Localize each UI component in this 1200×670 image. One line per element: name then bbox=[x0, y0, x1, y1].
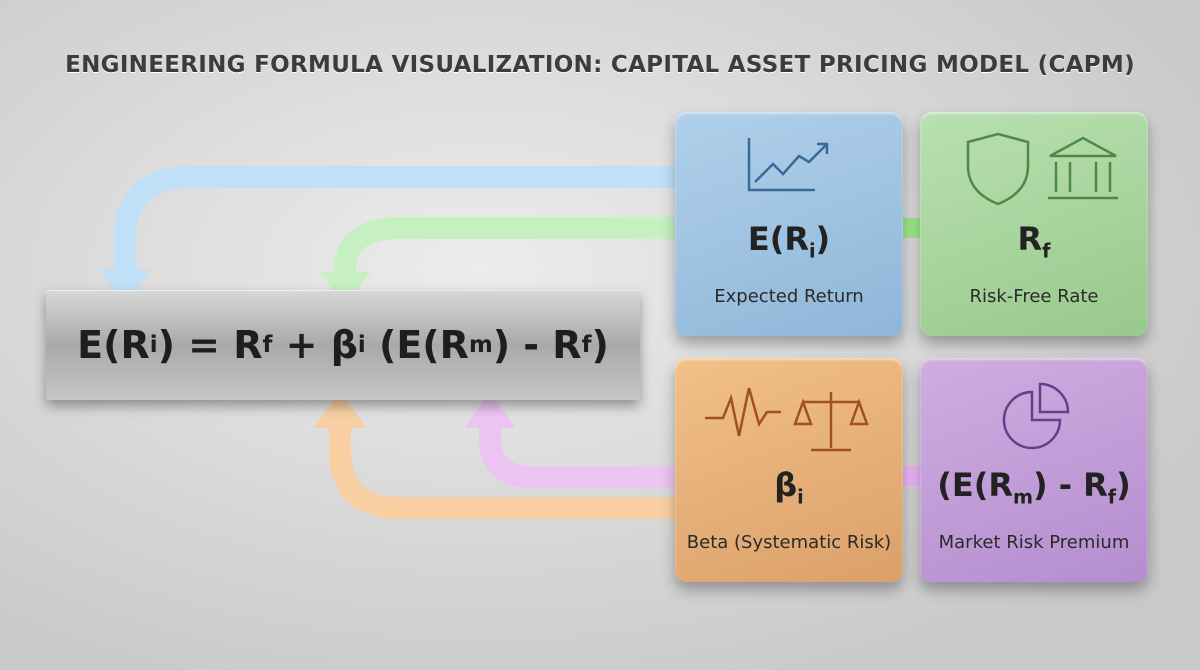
arrow bbox=[114, 166, 691, 286]
symbol: Rf bbox=[920, 220, 1148, 262]
symbol: βi bbox=[675, 466, 903, 508]
connector bbox=[900, 466, 924, 486]
subscript: f bbox=[262, 332, 273, 358]
subscript: f bbox=[1042, 239, 1051, 263]
icon bbox=[1002, 382, 1070, 450]
tile: (E(Rm) - Rf) Market Risk Premium bbox=[920, 358, 1148, 582]
subscript: i bbox=[808, 239, 816, 263]
text: E(R bbox=[747, 220, 809, 258]
text: ) - R bbox=[492, 323, 582, 367]
text: E(R bbox=[77, 323, 150, 367]
icon bbox=[705, 387, 869, 452]
text: ) bbox=[591, 323, 609, 367]
text: ) bbox=[1116, 466, 1131, 504]
title: ENGINEERING FORMULA VISUALIZATION: CAPIT… bbox=[65, 52, 1135, 78]
symbol: E(Ri) bbox=[675, 220, 903, 262]
label: Market Risk Premium bbox=[938, 532, 1130, 553]
subscript: i bbox=[149, 332, 158, 358]
label: Risk-Free Rate bbox=[969, 286, 1099, 307]
subscript: f bbox=[581, 332, 592, 358]
text: (E(R bbox=[937, 466, 1013, 504]
connector bbox=[900, 218, 924, 238]
shield-bank-icon bbox=[966, 132, 1118, 206]
subscript: m bbox=[468, 332, 493, 358]
tile: Rf Risk-Free Rate bbox=[920, 112, 1148, 336]
subscript: i bbox=[797, 485, 804, 509]
label: Beta (Systematic Risk) bbox=[686, 532, 892, 553]
icon bbox=[747, 138, 829, 192]
symbol: (E(Rm) - Rf) bbox=[920, 466, 1148, 508]
text: (E(R bbox=[365, 323, 469, 367]
pie-icon bbox=[1002, 382, 1070, 450]
chart-icon bbox=[747, 138, 829, 192]
arrow-head bbox=[313, 392, 367, 428]
text: + β bbox=[272, 323, 358, 367]
arrow-head bbox=[464, 392, 516, 428]
arrow bbox=[329, 414, 691, 519]
text: β bbox=[774, 466, 798, 504]
subscript: m bbox=[1012, 485, 1033, 509]
beta-icon bbox=[705, 387, 869, 452]
text: ) = R bbox=[157, 323, 263, 367]
arrow bbox=[334, 217, 691, 289]
icon bbox=[966, 132, 1118, 206]
arrow bbox=[479, 414, 691, 489]
tile: βi Beta (Systematic Risk) bbox=[675, 358, 903, 582]
tile: E(Ri) Expected Return bbox=[675, 112, 903, 336]
text: ) - R bbox=[1032, 466, 1108, 504]
text: ) bbox=[815, 220, 831, 258]
subscript: i bbox=[357, 332, 366, 358]
arrow-head bbox=[100, 270, 150, 308]
subscript: f bbox=[1107, 485, 1117, 509]
label: Expected Return bbox=[714, 286, 864, 307]
text: R bbox=[1017, 220, 1043, 258]
